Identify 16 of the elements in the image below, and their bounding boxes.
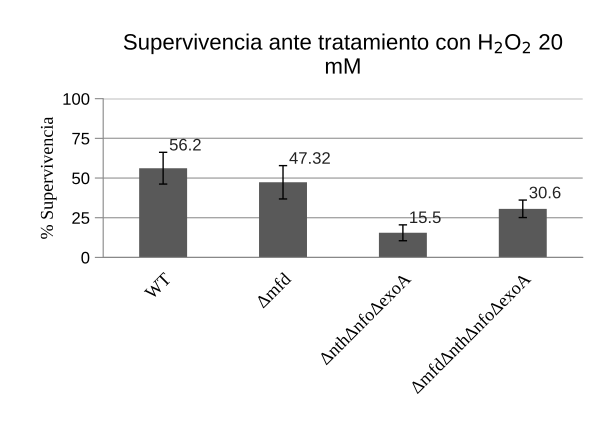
data-label: 56.2 bbox=[170, 138, 201, 151]
y-tick-label: 50 bbox=[72, 172, 90, 184]
y-tick-label: 100 bbox=[63, 93, 90, 105]
data-label: 30.6 bbox=[529, 186, 560, 198]
y-tick-label: 0 bbox=[81, 252, 90, 264]
bar bbox=[378, 232, 427, 258]
bar bbox=[498, 208, 547, 258]
data-label: 15.5 bbox=[410, 212, 441, 224]
data-label: 47.32 bbox=[289, 152, 330, 164]
y-tick-label: 25 bbox=[72, 212, 90, 224]
y-tick-label: 75 bbox=[72, 132, 90, 145]
chart-title: Supervivencia ante tratamiento con H$_{2}$O$_{2}$ 20 mM bbox=[124, 33, 562, 74]
y-axis-title: % Supervivencia bbox=[40, 116, 57, 239]
bar bbox=[259, 182, 307, 258]
x-tick-label: WT bbox=[144, 272, 172, 300]
bar bbox=[139, 168, 188, 258]
